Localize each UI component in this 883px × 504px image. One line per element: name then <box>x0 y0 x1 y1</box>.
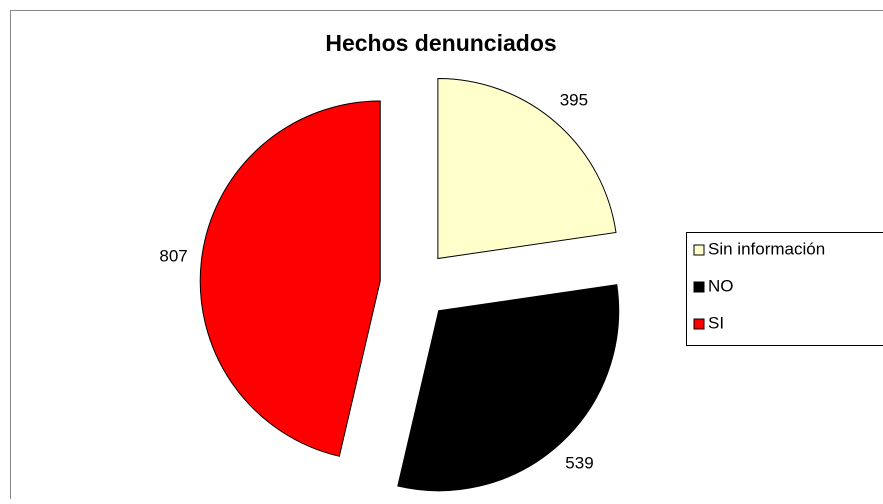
legend-swatch <box>694 245 704 255</box>
legend-swatch <box>694 282 704 292</box>
legend-label: Sin información <box>708 239 825 258</box>
data-label: 807 <box>159 247 187 266</box>
data-label: 539 <box>565 453 593 472</box>
legend-label: NO <box>708 276 734 295</box>
chart-title: Hechos denunciados <box>325 30 556 56</box>
legend-swatch <box>694 319 704 329</box>
data-label: 395 <box>560 91 588 110</box>
legend-label: SI <box>708 313 724 332</box>
